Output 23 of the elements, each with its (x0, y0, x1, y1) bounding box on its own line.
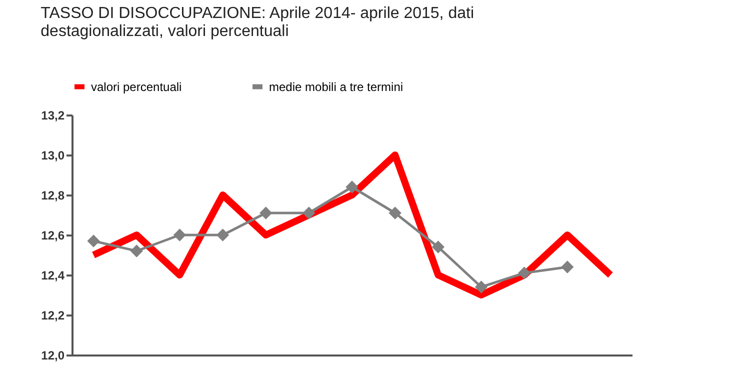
y-tick-label: 12,2 (41, 308, 65, 322)
point (216, 228, 230, 242)
text: TASSO DI DISOCCUPAZIONE: Aprile 2014- aprile 2015, dati (40, 5, 474, 22)
point (302, 206, 316, 220)
y-tick-label: 12,6 (41, 228, 65, 242)
point (346, 180, 358, 194)
y-tick-label: 13,2 (41, 108, 65, 122)
y-tick-label: 12,0 (41, 348, 65, 362)
legend-label: valori percentuali (91, 80, 182, 94)
point (432, 240, 444, 254)
point (474, 280, 488, 294)
legend-label: medie mobili a tre termini (269, 80, 404, 94)
y-tick-label: 12,4 (41, 268, 65, 282)
point (260, 206, 272, 220)
point (561, 260, 574, 274)
point (87, 234, 100, 248)
y-tick-label: 12,8 (41, 188, 65, 202)
point (173, 228, 186, 242)
text: destagionalizzati, valori percentuali (40, 23, 289, 40)
point (518, 266, 531, 280)
y-tick-label: 13,0 (41, 148, 65, 162)
point (388, 206, 402, 220)
point (130, 244, 143, 258)
